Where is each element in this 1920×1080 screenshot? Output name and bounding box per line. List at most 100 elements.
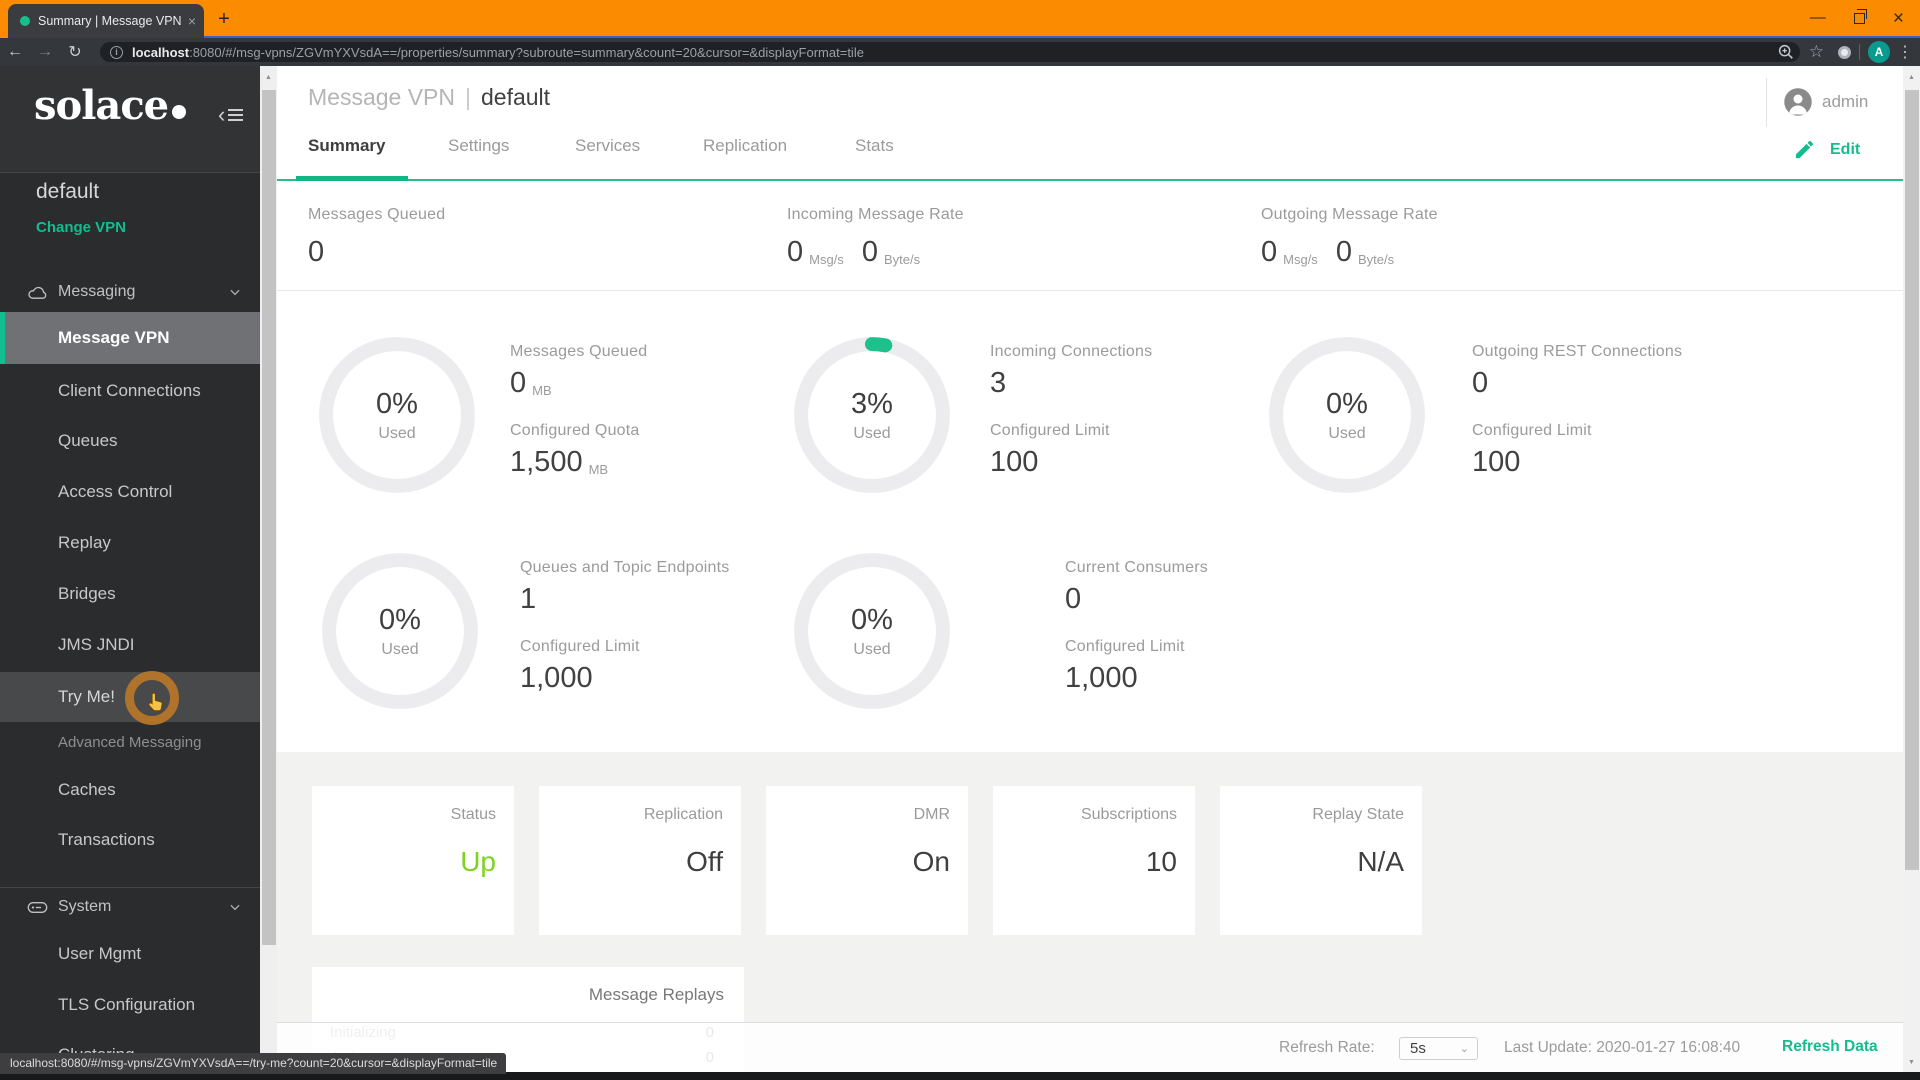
window-minimize-icon[interactable]: — [1809, 9, 1826, 26]
edit-button[interactable]: Edit [1793, 138, 1860, 161]
page-title: Message VPN | default [308, 84, 550, 111]
sidebar-label-advanced-messaging: Advanced Messaging [58, 734, 202, 751]
refresh-rate-label: Refresh Rate: [1279, 1039, 1375, 1056]
tab-services[interactable]: Services [575, 136, 641, 155]
browser-profile-avatar[interactable]: A [1868, 41, 1890, 63]
window-close-icon[interactable]: × [1892, 7, 1904, 29]
quick-stats-row: Messages Queued 0 Incoming Message Rate … [277, 196, 1903, 290]
sidebar-collapse-button[interactable]: ‹ [218, 102, 244, 127]
stat-label: Outgoing Message Rate [1261, 206, 1438, 223]
address-bar[interactable]: i localhost:8080/#/msg-vpns/ZGVmYXVsdA==… [100, 42, 1800, 62]
sidebar-section-system[interactable]: System [27, 893, 252, 921]
tab-summary[interactable]: Summary [308, 136, 386, 155]
donut-gauge: 0% Used [788, 547, 956, 715]
gauge-stat-label: Configured Quota [510, 422, 640, 439]
sidebar: solace ‹ default Change VPN Messaging Me… [0, 66, 260, 1080]
site-info-icon[interactable]: i [110, 45, 123, 59]
sidebar-section-messaging[interactable]: Messaging [27, 278, 252, 306]
refresh-rate-select[interactable]: 5s ⌄ [1399, 1037, 1478, 1060]
chevron-down-icon [230, 904, 240, 911]
tile-dmr: DMR On [766, 786, 968, 935]
page-scrollbar[interactable]: ▲ ▼ [1903, 66, 1920, 1080]
sidebar-scrollbar-thumb[interactable] [261, 90, 276, 945]
stat-value: 0 [861, 236, 878, 268]
gauge-stat-label: Configured Limit [1472, 422, 1592, 439]
gauge-percent: 0% [379, 603, 421, 636]
back-icon[interactable]: ← [7, 43, 23, 60]
gauge-used-label: Used [378, 424, 416, 442]
scroll-down-icon[interactable]: ▼ [1908, 1059, 1915, 1066]
sidebar-item-user-mgmt[interactable]: User Mgmt [58, 944, 142, 963]
edit-label: Edit [1830, 140, 1861, 158]
tab-stats[interactable]: Stats [855, 136, 894, 155]
sidebar-item-tls-configuration[interactable]: TLS Configuration [58, 995, 196, 1014]
window-controls: — × [1810, 0, 1912, 36]
pencil-icon [1795, 140, 1814, 159]
window-bottom-edge [0, 1072, 1920, 1080]
sidebar-item-queues[interactable]: Queues [58, 431, 118, 450]
extension-icon[interactable] [1838, 45, 1851, 59]
refresh-data-button[interactable]: Refresh Data [1782, 1038, 1878, 1055]
title-separator: | [465, 84, 471, 110]
gauge-used-label: Used [381, 640, 419, 658]
sidebar-item-replay[interactable]: Replay [58, 533, 111, 552]
section-label: System [58, 898, 112, 915]
chevron-down-icon: ⌄ [1459, 1043, 1469, 1055]
sidebar-item-client-connections[interactable]: Client Connections [58, 381, 201, 400]
gauge-used-label: Used [853, 424, 891, 442]
browser-tab[interactable]: Summary | Message VPN × [8, 4, 204, 38]
tile-subscriptions: Subscriptions 10 [993, 786, 1195, 935]
titlebar-accent-line [202, 36, 1920, 38]
browser-menu-icon[interactable]: ⋮ [1897, 44, 1913, 61]
sidebar-item-caches[interactable]: Caches [58, 780, 116, 799]
change-vpn-link[interactable]: Change VPN [36, 219, 127, 236]
gauge-stat-label: Configured Limit [990, 422, 1110, 439]
page-title-value: default [481, 84, 551, 110]
gauge-stat-value: 100 [1472, 446, 1521, 478]
stat-unit: Byte/s [1357, 252, 1395, 267]
gauge-stat-value: 0 [1065, 583, 1082, 615]
tab-close-icon[interactable]: × [187, 13, 196, 29]
zoom-page-icon[interactable] [1777, 43, 1795, 61]
user-menu[interactable]: admin [1766, 78, 1868, 126]
sidebar-item-jms-jndi[interactable]: JMS JNDI [58, 635, 135, 654]
tile-label: Status [450, 806, 496, 823]
solace-logo: solace [34, 82, 187, 129]
sidebar-item-bridges[interactable]: Bridges [58, 584, 116, 603]
forward-icon[interactable]: → [37, 43, 53, 60]
tile-replay-state: Replay State N/A [1220, 786, 1422, 935]
new-tab-button[interactable]: + [218, 8, 230, 30]
window-restore-icon[interactable] [1853, 8, 1867, 24]
status-badge: Up [460, 846, 496, 877]
scroll-up-icon[interactable]: ▲ [265, 74, 272, 81]
gauge-percent: 0% [1326, 387, 1368, 420]
click-ripple-ring [125, 671, 179, 725]
bookmark-star-icon[interactable]: ☆ [1808, 42, 1824, 61]
hamburger-icon [228, 106, 244, 124]
stat-value: 0 [308, 236, 325, 268]
tile-label: Replication [643, 806, 723, 823]
collapse-chevron-icon: ‹ [218, 102, 226, 127]
scroll-up-icon[interactable]: ▲ [1908, 74, 1915, 81]
tab-settings[interactable]: Settings [448, 136, 510, 155]
link-preview-statusbar: localhost:8080/#/msg-vpns/ZGVmYXVsdA==/t… [0, 1053, 506, 1074]
stat-value: 0 [1335, 236, 1352, 268]
stat-unit: Msg/s [1283, 252, 1318, 267]
page-scrollbar-thumb[interactable] [1904, 90, 1919, 870]
sidebar-scrollbar[interactable]: ▲ [260, 66, 277, 1080]
browser-titlebar [0, 0, 1920, 38]
gauge-stat-label: Incoming Connections [990, 343, 1153, 360]
reload-icon[interactable]: ↻ [68, 44, 82, 61]
sidebar-item-access-control[interactable]: Access Control [58, 482, 173, 501]
hand-cursor-icon [147, 691, 165, 714]
sidebar-item-message-vpn[interactable]: Message VPN [0, 312, 260, 364]
gauge-used-label: Used [1328, 424, 1366, 442]
user-avatar-icon [1784, 88, 1812, 116]
stat-messages-queued: Messages Queued 0 [308, 206, 445, 269]
gauge-stat-value: 0 [1472, 367, 1489, 399]
tab-title: Summary | Message VPN [38, 14, 182, 28]
refresh-rate-value: 5s [1410, 1040, 1426, 1057]
sidebar-item-transactions[interactable]: Transactions [58, 830, 155, 849]
stat-unit: Msg/s [809, 252, 844, 267]
tab-replication[interactable]: Replication [703, 136, 788, 155]
